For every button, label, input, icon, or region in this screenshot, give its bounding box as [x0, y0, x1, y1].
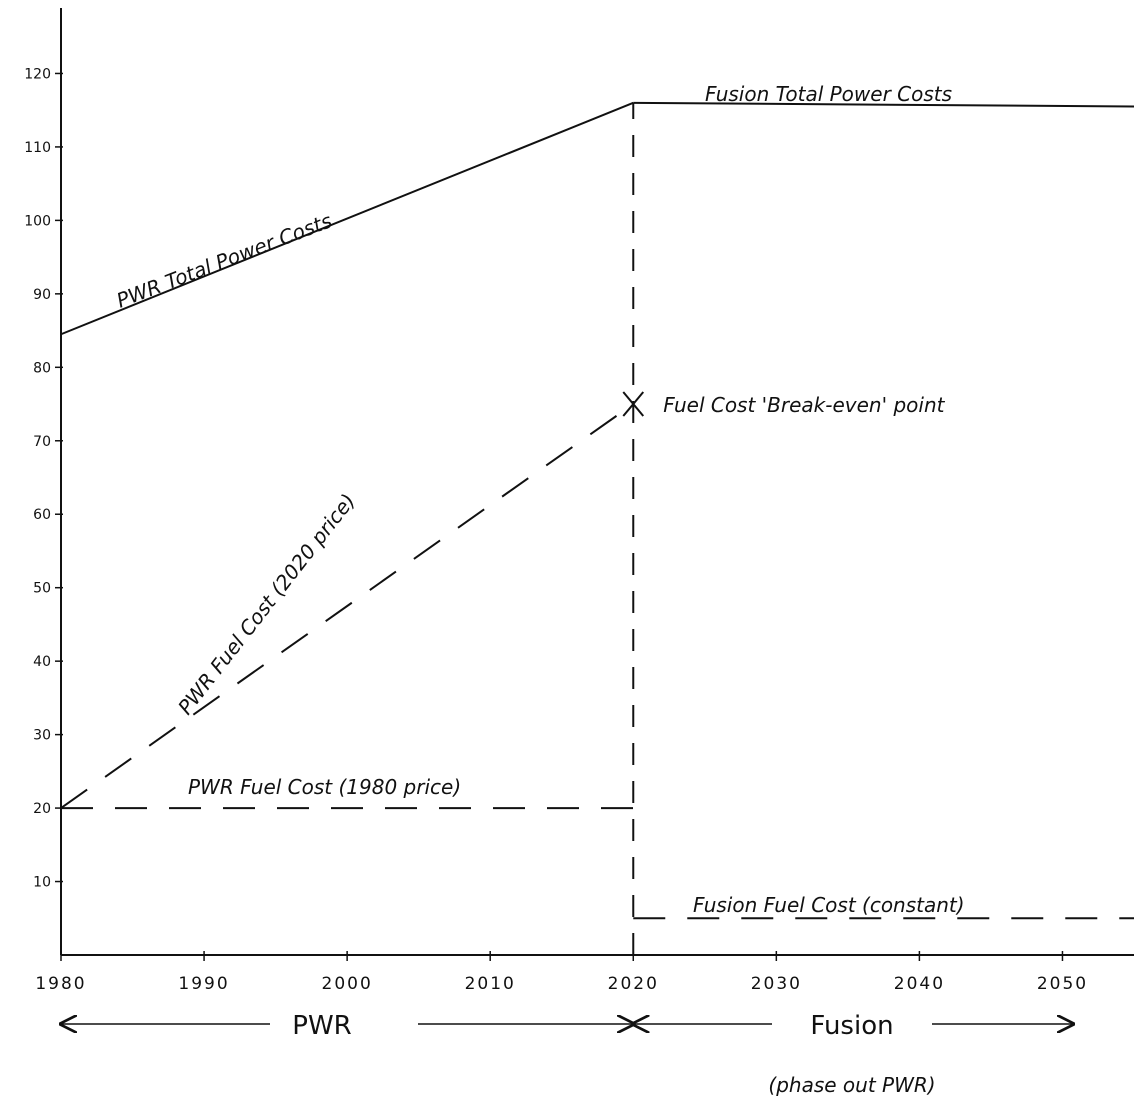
- break-even-marker: [622, 391, 645, 417]
- pwr-phase-label: PWR: [292, 1011, 351, 1041]
- y-tick-label: 50: [33, 581, 51, 597]
- y-tick-label: 90: [33, 287, 51, 303]
- series-group: [60, 101, 1134, 955]
- y-tick-label: 10: [33, 875, 51, 891]
- y-tick-label: 40: [33, 654, 51, 670]
- pwr-total-line: [60, 101, 634, 336]
- fusion-fuel-label: Fusion Fuel Cost (constant): [693, 893, 965, 917]
- y-tick-label: 20: [33, 801, 51, 817]
- pwr-fuel-1980-label: PWR Fuel Cost (1980 price): [188, 775, 461, 799]
- x-tick-label: 1980: [35, 974, 86, 994]
- y-tick-label: 120: [24, 66, 51, 82]
- y-tick-label: 110: [24, 140, 51, 156]
- break-even-label: Fuel Cost 'Break-even' point: [663, 393, 945, 417]
- x-tick-label: 2030: [751, 974, 802, 994]
- fusion-phase-sublabel: (phase out PWR): [768, 1073, 935, 1097]
- y-tick-label: 80: [33, 360, 51, 376]
- fusion-total-label: Fusion Total Power Costs: [705, 82, 952, 106]
- annotations: Fuel Cost 'Break-even' point PWR Total Po…: [61, 82, 1073, 1097]
- y-tick-label: 100: [24, 213, 51, 229]
- y-tick-label: 30: [33, 728, 51, 744]
- x-tick-label: 2020: [608, 974, 659, 994]
- x-tick-label: 2000: [322, 974, 373, 994]
- pwr-fuel-2020-label: PWR Fuel Cost (2020 price): [173, 489, 360, 719]
- y-tick-label: 60: [33, 507, 51, 523]
- fusion-phase-label: Fusion: [810, 1011, 893, 1041]
- pwr-total-label: PWR Total Power Costs: [113, 208, 335, 312]
- x-tick-label: 2010: [465, 974, 516, 994]
- pwr-fuel-2020-line: [60, 403, 634, 809]
- y-tick-label: 70: [33, 434, 51, 450]
- x-tick-label: 2040: [894, 974, 945, 994]
- x-tick-label: 1990: [178, 974, 229, 994]
- x-tick-label: 2050: [1037, 974, 1088, 994]
- fusion-total-line: [633, 101, 1134, 108]
